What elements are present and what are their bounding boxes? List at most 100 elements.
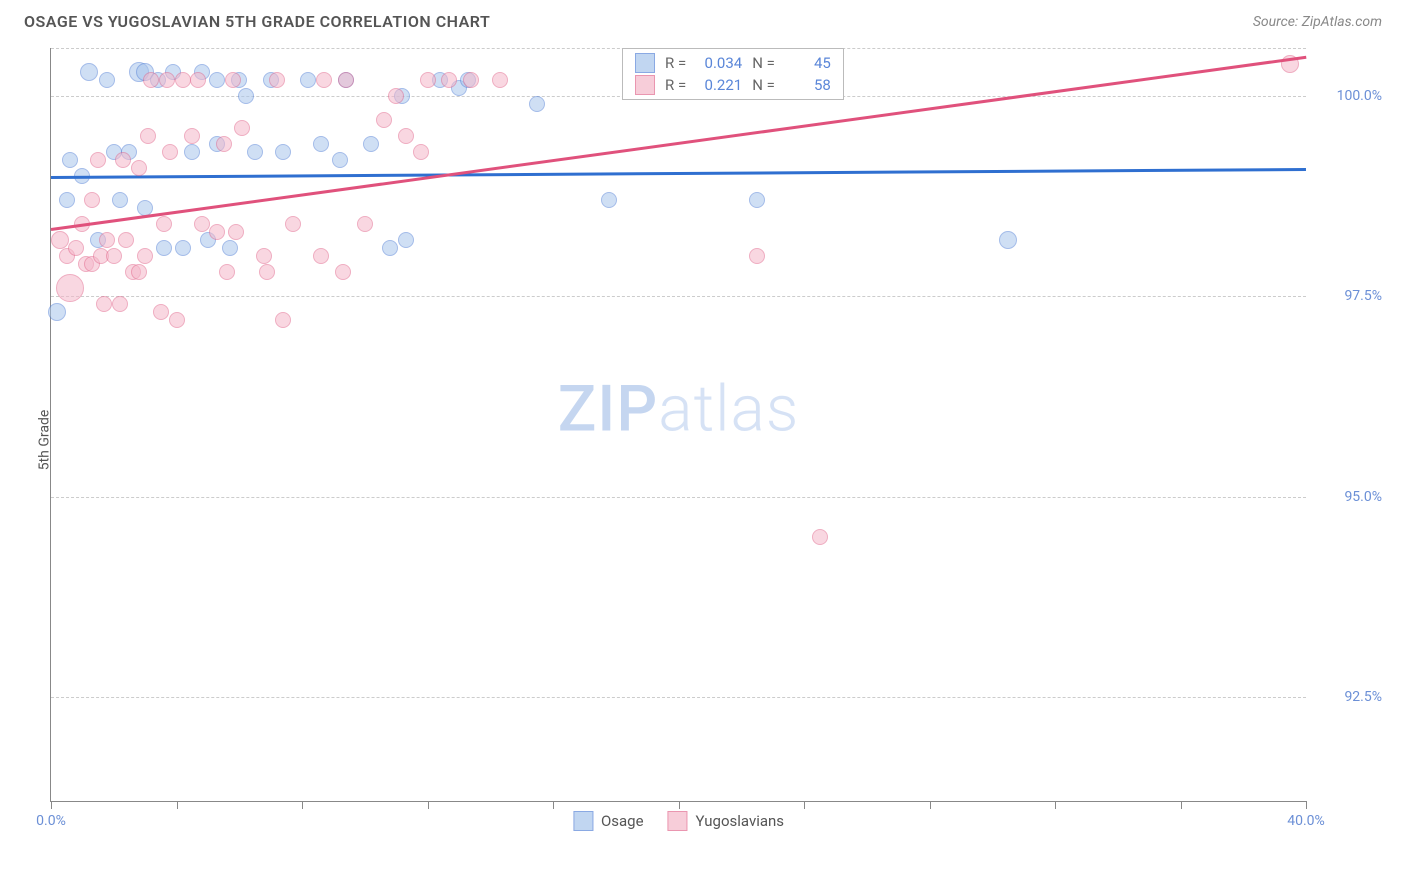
x-tick xyxy=(302,801,303,809)
watermark: ZIPatlas xyxy=(558,372,800,447)
x-tick xyxy=(428,801,429,809)
watermark-atlas: atlas xyxy=(658,372,799,447)
scatter-point xyxy=(275,144,291,160)
gridline-h xyxy=(51,697,1306,698)
x-tick xyxy=(679,801,680,809)
scatter-point xyxy=(420,72,436,88)
scatter-point xyxy=(190,72,206,88)
scatter-point xyxy=(48,303,66,321)
scatter-point xyxy=(463,72,479,88)
scatter-point xyxy=(601,192,617,208)
chart-container: 5th Grade ZIPatlas 92.5%95.0%97.5%100.0%… xyxy=(50,48,1386,832)
scatter-point xyxy=(175,240,191,256)
series-legend-item: Yugoslavians xyxy=(668,811,785,831)
scatter-point xyxy=(285,216,301,232)
y-tick-label: 97.5% xyxy=(1344,288,1382,304)
scatter-point xyxy=(313,248,329,264)
x-tick xyxy=(1181,801,1182,809)
scatter-point xyxy=(376,112,392,128)
scatter-point xyxy=(812,529,828,545)
scatter-point xyxy=(216,136,232,152)
scatter-point xyxy=(238,88,254,104)
scatter-point xyxy=(234,120,250,136)
scatter-point xyxy=(398,232,414,248)
scatter-point xyxy=(56,274,84,302)
gridline-h xyxy=(51,296,1306,297)
scatter-point xyxy=(228,224,244,240)
scatter-point xyxy=(225,72,241,88)
scatter-point xyxy=(153,304,169,320)
scatter-point xyxy=(115,152,131,168)
scatter-point xyxy=(99,72,115,88)
stats-legend-row: R =0.221N =58 xyxy=(635,75,831,95)
legend-swatch xyxy=(635,75,655,95)
scatter-point xyxy=(143,72,159,88)
y-tick-label: 92.5% xyxy=(1344,689,1382,705)
x-tick xyxy=(177,801,178,809)
scatter-point xyxy=(51,231,69,249)
scatter-point xyxy=(300,72,316,88)
scatter-point xyxy=(413,144,429,160)
scatter-point xyxy=(313,136,329,152)
scatter-point xyxy=(118,232,134,248)
stat-r-label: R = xyxy=(665,54,686,72)
scatter-point xyxy=(156,240,172,256)
stat-n-label: N = xyxy=(752,76,775,94)
scatter-point xyxy=(388,88,404,104)
scatter-point xyxy=(247,144,263,160)
scatter-point xyxy=(84,192,100,208)
stat-r-value: 0.221 xyxy=(696,76,742,94)
scatter-point xyxy=(80,63,98,81)
scatter-point xyxy=(999,231,1017,249)
scatter-point xyxy=(137,248,153,264)
scatter-point xyxy=(169,312,185,328)
x-tick xyxy=(1055,801,1056,809)
scatter-point xyxy=(529,96,545,112)
scatter-point xyxy=(90,152,106,168)
x-tick xyxy=(804,801,805,809)
scatter-point xyxy=(335,264,351,280)
stats-legend: R =0.034N =45R =0.221N =58 xyxy=(622,48,844,100)
chart-source: Source: ZipAtlas.com xyxy=(1253,14,1382,30)
scatter-point xyxy=(68,240,84,256)
scatter-point xyxy=(96,296,112,312)
scatter-point xyxy=(338,72,354,88)
x-tick-label: 40.0% xyxy=(1287,813,1325,829)
scatter-point xyxy=(398,128,414,144)
chart-title: OSAGE VS YUGOSLAVIAN 5TH GRADE CORRELATI… xyxy=(24,12,490,31)
series-legend: Osage Yugoslavians xyxy=(573,811,784,831)
stats-legend-row: R =0.034N =45 xyxy=(635,53,831,73)
y-tick-label: 95.0% xyxy=(1344,489,1382,505)
x-tick xyxy=(1306,801,1307,809)
scatter-point xyxy=(749,248,765,264)
scatter-point xyxy=(269,72,285,88)
scatter-point xyxy=(140,128,156,144)
legend-swatch xyxy=(635,53,655,73)
scatter-point xyxy=(175,72,191,88)
scatter-point xyxy=(184,144,200,160)
scatter-point xyxy=(131,160,147,176)
scatter-point xyxy=(159,72,175,88)
plot-area: ZIPatlas 92.5%95.0%97.5%100.0%0.0%40.0%R… xyxy=(50,48,1306,802)
scatter-point xyxy=(382,240,398,256)
scatter-point xyxy=(316,72,332,88)
scatter-point xyxy=(363,136,379,152)
legend-swatch xyxy=(668,811,688,831)
gridline-h xyxy=(51,497,1306,498)
scatter-point xyxy=(194,216,210,232)
scatter-point xyxy=(209,224,225,240)
scatter-point xyxy=(275,312,291,328)
stat-n-value: 58 xyxy=(785,76,831,94)
scatter-point xyxy=(156,216,172,232)
trendline xyxy=(51,168,1306,179)
watermark-zip: ZIP xyxy=(558,372,659,447)
scatter-point xyxy=(62,152,78,168)
stat-r-value: 0.034 xyxy=(696,54,742,72)
legend-swatch xyxy=(573,811,593,831)
series-legend-label: Osage xyxy=(601,812,644,830)
scatter-point xyxy=(219,264,235,280)
scatter-point xyxy=(256,248,272,264)
x-tick xyxy=(553,801,554,809)
scatter-point xyxy=(184,128,200,144)
scatter-point xyxy=(112,296,128,312)
